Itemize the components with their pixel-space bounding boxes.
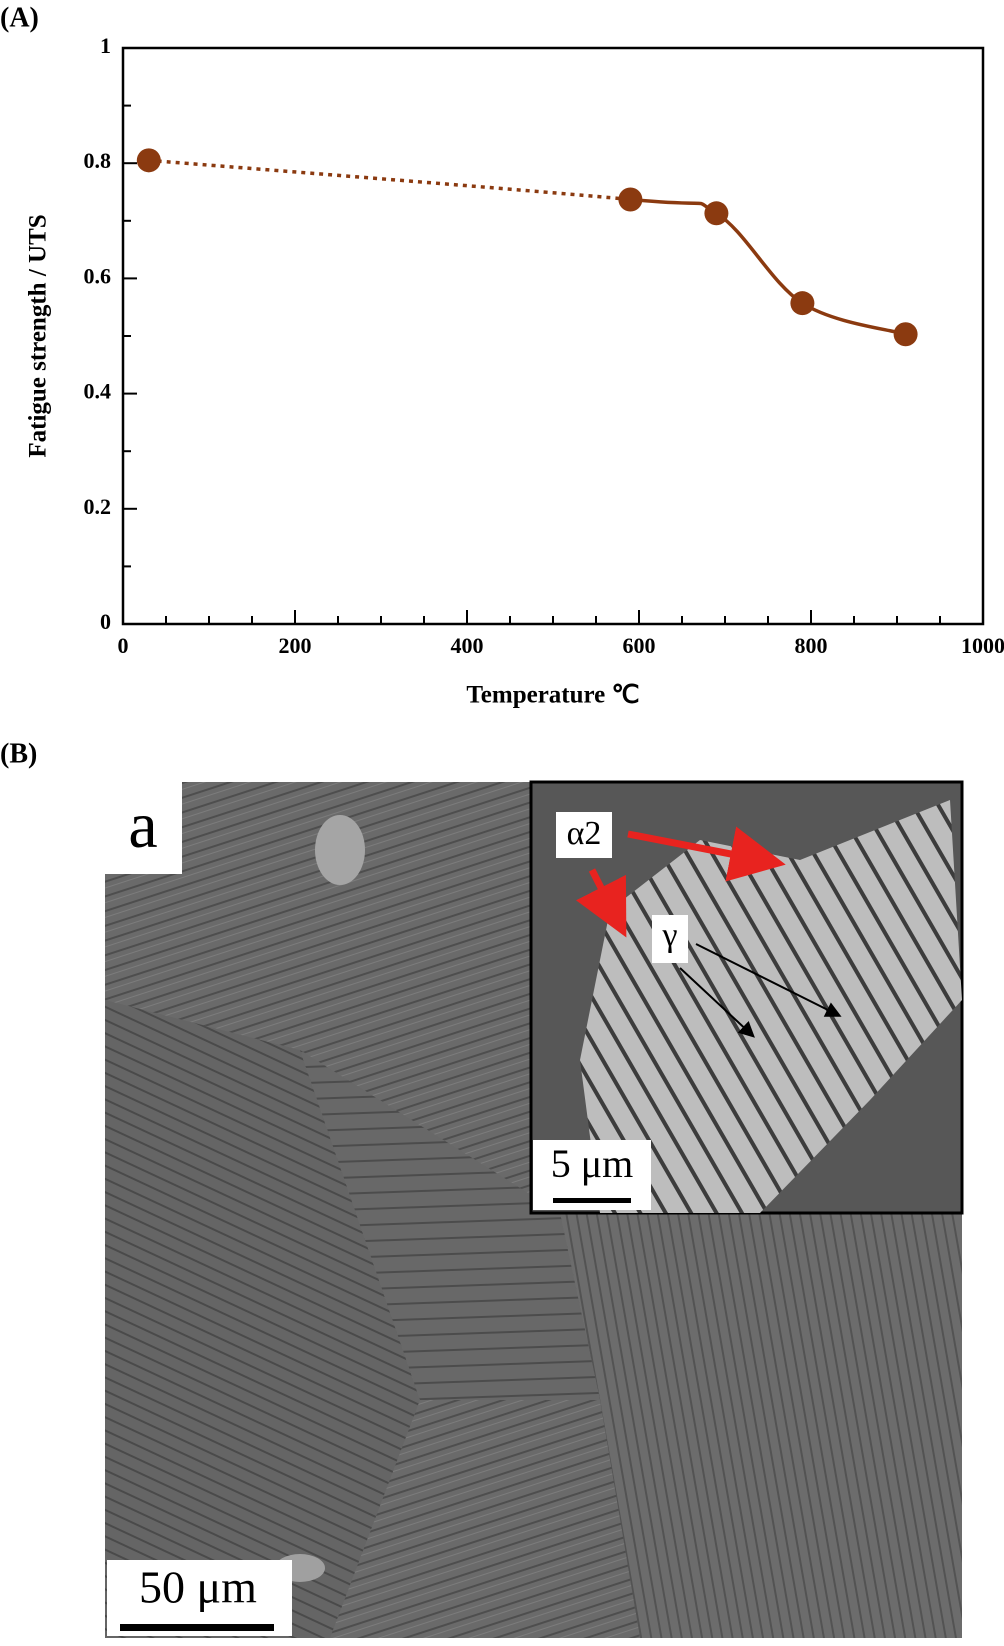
phase bbox=[315, 815, 365, 885]
line-segment bbox=[715, 211, 804, 305]
x-tick-label: 600 bbox=[623, 633, 656, 658]
x-axis-label: Temperature ℃ bbox=[466, 682, 639, 709]
x-tick-label: 800 bbox=[795, 633, 828, 658]
panel-letter: a bbox=[128, 789, 157, 862]
inset-label: γ bbox=[661, 917, 677, 954]
line-segment bbox=[148, 158, 631, 202]
micrograph: a α2 γ 5 μm 50 μm bbox=[105, 780, 964, 1638]
label-box bbox=[556, 812, 612, 858]
inset-label: α2 bbox=[567, 815, 602, 852]
arrow bbox=[575, 868, 627, 938]
data-point bbox=[704, 201, 729, 226]
y-tick-label: 1 bbox=[100, 33, 111, 58]
scale-bar bbox=[120, 1624, 274, 1631]
y-tick-label: 0 bbox=[100, 609, 111, 634]
chart: 0 200 400 600 800 1000 0 0.2 0.4 0.6 0.8 1 Temperatu… bbox=[25, 33, 1004, 709]
data-point bbox=[136, 148, 161, 173]
x-tick-label: 200 bbox=[279, 633, 312, 658]
panel-label: (A) bbox=[0, 2, 39, 33]
y-tick-label: 0.2 bbox=[84, 494, 112, 519]
arrow bbox=[695, 943, 842, 1017]
arrow bbox=[679, 967, 755, 1038]
scale-label: 50 μm bbox=[139, 1562, 257, 1613]
grain bbox=[300, 1050, 600, 1400]
scale-bar bbox=[553, 1198, 631, 1203]
x-tick-label: 400 bbox=[451, 633, 484, 658]
arrow bbox=[627, 826, 786, 882]
grain bbox=[105, 1000, 420, 1638]
y-axis-label: Fatigue strength / UTS bbox=[25, 214, 52, 457]
line-segment bbox=[630, 197, 718, 215]
label-box bbox=[652, 915, 688, 963]
data-point bbox=[790, 291, 815, 316]
label-box bbox=[105, 782, 182, 874]
line-segment bbox=[801, 301, 907, 336]
x-tick-label: 1000 bbox=[961, 633, 1004, 658]
y-tick-label: 0.8 bbox=[84, 148, 112, 173]
panel-label: (B) bbox=[0, 738, 37, 769]
y-tick-label: 0.4 bbox=[84, 379, 112, 404]
x-tick-label: 0 bbox=[118, 633, 129, 658]
inset-phase bbox=[580, 800, 962, 1213]
y-tick-label: 0.6 bbox=[84, 263, 112, 288]
grain bbox=[560, 1213, 962, 1638]
data-point bbox=[618, 187, 643, 212]
plot-frame bbox=[121, 46, 985, 626]
data-point bbox=[893, 322, 918, 347]
scale-box bbox=[107, 1560, 292, 1636]
scale-label: 5 μm bbox=[551, 1141, 634, 1186]
